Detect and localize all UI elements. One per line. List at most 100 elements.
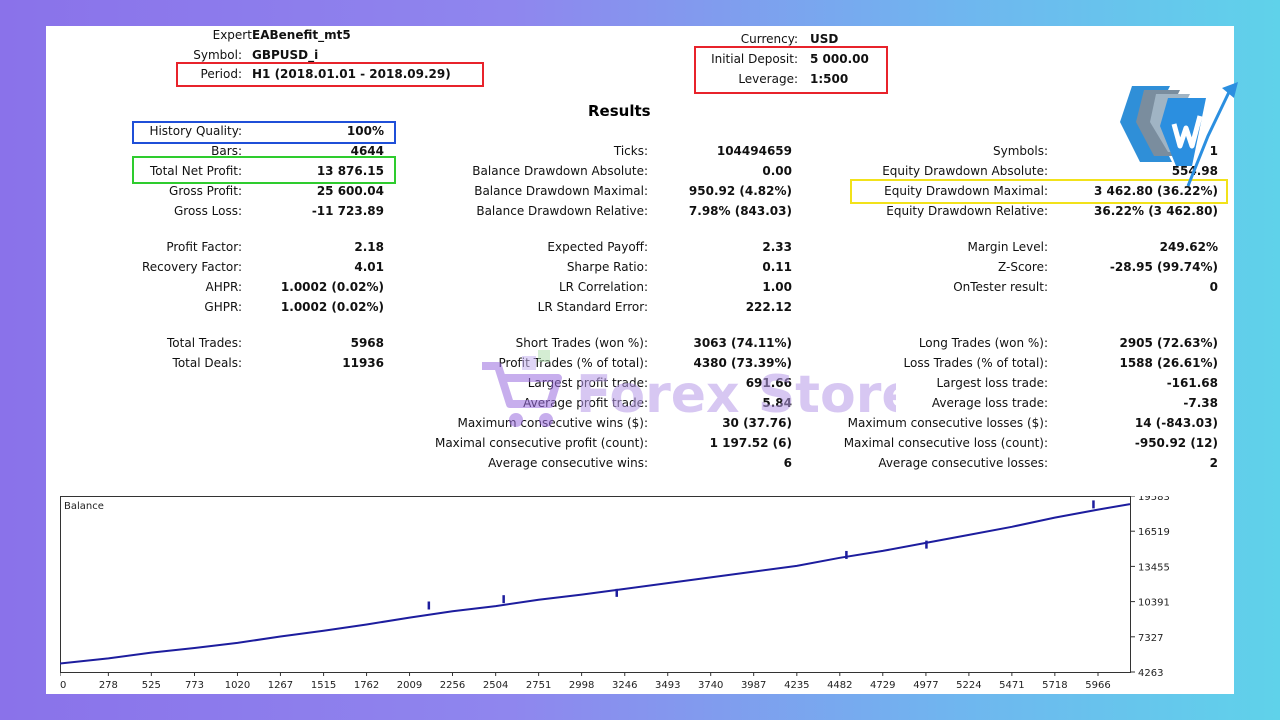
period-value: H1 (2018.01.01 - 2018.09.29): [252, 67, 451, 81]
margin-level-value: 249.62%: [1159, 240, 1218, 254]
average-consecutive-losses-label: Average consecutive losses:: [878, 456, 1048, 470]
chart-frame: [60, 496, 1131, 673]
x-tick-label: 2256: [440, 680, 465, 691]
recovery-factor-label: Recovery Factor:: [141, 260, 242, 274]
x-tick-label: 0: [60, 680, 66, 691]
ghpr-label: GHPR:: [204, 300, 242, 314]
average-consecutive-wins-label: Average consecutive wins:: [488, 456, 648, 470]
x-tick-label: 5966: [1085, 680, 1110, 691]
x-tick-label: 5471: [999, 680, 1024, 691]
ticks-value: 104494659: [716, 144, 792, 158]
x-tick-label: 278: [99, 680, 118, 691]
expected-payoff-label: Expected Payoff:: [547, 240, 648, 254]
balance-drawdown-relative-label: Balance Drawdown Relative:: [476, 204, 648, 218]
long-trades-won-label: Long Trades (won %):: [918, 336, 1048, 350]
lr-correlation-value: 1.00: [762, 280, 792, 294]
long-trades-won-value: 2905 (72.63%): [1119, 336, 1218, 350]
x-tick-label: 2998: [569, 680, 594, 691]
period-highlight: [176, 62, 484, 87]
initial-deposit-label: Initial Deposit:: [711, 52, 798, 66]
z-score-value: -28.95 (99.74%): [1109, 260, 1218, 274]
average-loss-trade-label: Average loss trade:: [931, 396, 1048, 410]
balance-drawdown-absolute-label: Balance Drawdown Absolute:: [472, 164, 648, 178]
loss-trades-of-total-label: Loss Trades (% of total):: [903, 356, 1049, 370]
expert-value: EABenefit_mt5: [252, 28, 351, 42]
maximum-consecutive-losses-label: Maximum consecutive losses ($):: [847, 416, 1048, 430]
gross-profit-label: Gross Profit:: [169, 184, 242, 198]
x-tick-label: 1515: [311, 680, 336, 691]
balance-series-line: [59, 503, 1131, 665]
ahpr-value: 1.0002 (0.02%): [280, 280, 384, 294]
sharpe-ratio-value: 0.11: [762, 260, 792, 274]
equity-drawdown-absolute-label: Equity Drawdown Absolute:: [882, 164, 1048, 178]
largest-loss-trade-label: Largest loss trade:: [936, 376, 1048, 390]
y-tick-label: 16519: [1138, 527, 1170, 538]
x-tick-label: 2009: [397, 680, 422, 691]
symbols-value: 1: [1209, 144, 1218, 158]
initial-deposit-value: 5 000.00: [810, 52, 869, 66]
lr-standard-error-value: 222.12: [745, 300, 792, 314]
x-tick-label: 1762: [354, 680, 379, 691]
y-tick-label: 13455: [1138, 562, 1170, 573]
balance-drawdown-relative-value: 7.98% (843.03): [688, 204, 792, 218]
total-trades-label: Total Trades:: [167, 336, 242, 350]
x-tick-label: 773: [185, 680, 204, 691]
currency-value: USD: [810, 32, 839, 46]
balance-drawdown-maximal-value: 950.92 (4.82%): [688, 184, 792, 198]
profit-factor-label: Profit Factor:: [166, 240, 242, 254]
y-tick-label: 10391: [1138, 598, 1170, 609]
total-deals-value: 11936: [342, 356, 384, 370]
short-trades-won-label: Short Trades (won %):: [515, 336, 648, 350]
maximum-consecutive-wins-label: Maximum consecutive wins ($):: [457, 416, 648, 430]
average-consecutive-losses-value: 2: [1209, 456, 1218, 470]
x-tick-label: 3493: [655, 680, 680, 691]
watermark-text: Forex Store: [576, 365, 896, 425]
x-tick-label: 3987: [741, 680, 766, 691]
expected-payoff-value: 2.33: [762, 240, 792, 254]
x-tick-label: 2504: [483, 680, 508, 691]
lr-standard-error-label: LR Standard Error:: [537, 300, 648, 314]
gross-loss-label: Gross Loss:: [174, 204, 242, 218]
net-profit-highlight: [132, 156, 396, 184]
balance-chart-svg: Balance 4263 7327 10391 13455 16519 19583 0 278 5…: [59, 492, 1170, 691]
ontester-result-label: OnTester result:: [953, 280, 1048, 294]
ghpr-value: 1.0002 (0.02%): [280, 300, 384, 314]
short-trades-won-value: 3063 (74.11%): [693, 336, 792, 350]
results-title: Results: [588, 102, 651, 120]
margin-level-label: Margin Level:: [967, 240, 1048, 254]
x-tick-label: 2751: [526, 680, 551, 691]
x-tick-label: 4729: [870, 680, 895, 691]
gross-profit-value: 25 600.04: [316, 184, 384, 198]
maximal-consecutive-loss-count-label: Maximal consecutive loss (count):: [843, 436, 1048, 450]
maximum-consecutive-wins-value: 30 (37.76): [722, 416, 792, 430]
x-tick-label: 5718: [1042, 680, 1067, 691]
total-trades-value: 5968: [350, 336, 384, 350]
z-score-label: Z-Score:: [998, 260, 1048, 274]
ticks-label: Ticks:: [613, 144, 648, 158]
equity-drawdown-relative-label: Equity Drawdown Relative:: [886, 204, 1048, 218]
brand-logo-icon: [1120, 82, 1238, 187]
report-panel: Expert: EABenefit_mt5 Symbol: GBPUSD_i P…: [46, 26, 1238, 694]
x-tick-label: 3740: [698, 680, 723, 691]
equity-drawdown-relative-value: 36.22% (3 462.80): [1094, 204, 1218, 218]
x-tick-label: 4235: [784, 680, 809, 691]
history-quality-highlight: [132, 121, 396, 144]
currency-label: Currency:: [740, 32, 798, 46]
maximal-consecutive-profit-count-label: Maximal consecutive profit (count):: [434, 436, 648, 450]
equity-drawdown-maximal-value: 3 462.80 (36.22%): [1094, 184, 1218, 198]
period-label: Period:: [200, 67, 242, 81]
average-profit-trade-value: 5.84: [762, 396, 792, 410]
balance-chart: Balance 4263 7327 10391 13455 16519 19583 0 278 5…: [59, 492, 1224, 692]
total-net-profit-value: 13 876.15: [316, 164, 384, 178]
equity-drawdown-highlight: [850, 179, 1228, 204]
ontester-result-value: 0: [1209, 280, 1218, 294]
equity-drawdown-maximal-label: Equity Drawdown Maximal:: [884, 184, 1048, 198]
x-tick-label: 5224: [956, 680, 981, 691]
profit-trades-of-total-value: 4380 (73.39%): [693, 356, 792, 370]
x-tick-label: 1267: [268, 680, 293, 691]
leverage-label: Leverage:: [738, 72, 798, 86]
maximal-consecutive-loss-count-value: -950.92 (12): [1134, 436, 1218, 450]
total-net-profit-label: Total Net Profit:: [149, 164, 242, 178]
y-tick-label: 19583: [1138, 496, 1170, 503]
largest-loss-trade-value: -161.68: [1166, 376, 1218, 390]
